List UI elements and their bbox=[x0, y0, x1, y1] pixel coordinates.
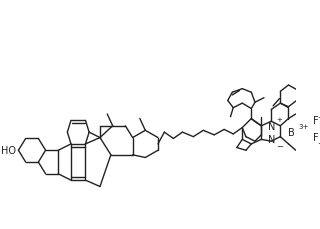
Text: N: N bbox=[268, 121, 276, 131]
Text: −: − bbox=[318, 139, 320, 148]
Text: B: B bbox=[288, 128, 295, 138]
Text: HO: HO bbox=[1, 146, 16, 155]
Text: −: − bbox=[318, 113, 320, 122]
Text: F: F bbox=[313, 116, 319, 126]
Text: 3+: 3+ bbox=[299, 123, 309, 129]
Text: +: + bbox=[276, 117, 282, 123]
Text: F: F bbox=[313, 132, 319, 142]
Text: −: − bbox=[276, 142, 283, 150]
Text: N: N bbox=[268, 135, 276, 145]
